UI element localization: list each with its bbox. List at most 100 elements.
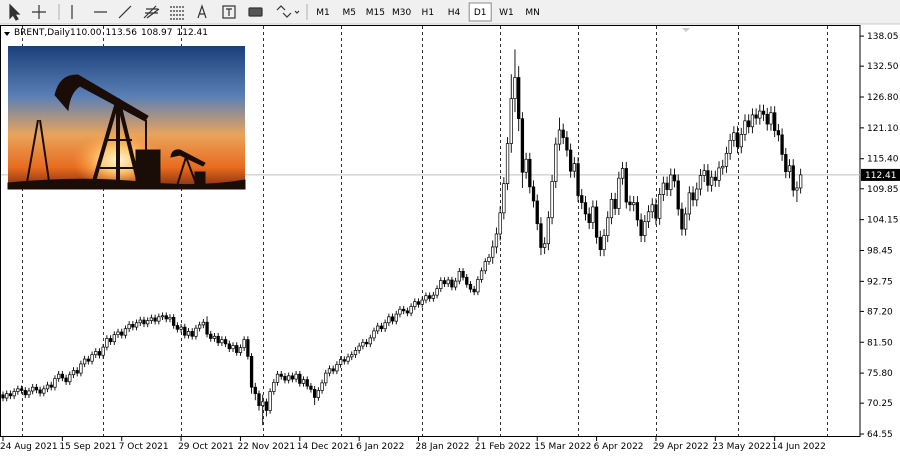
candle-body <box>724 152 729 167</box>
candle-body <box>465 276 469 285</box>
candle-body <box>361 341 365 347</box>
candle-body <box>390 316 395 322</box>
candle-body <box>609 198 614 219</box>
candle-body <box>134 322 139 328</box>
candle-body <box>142 319 146 325</box>
candle-body <box>624 168 628 203</box>
candle-body <box>424 295 428 301</box>
candle-body <box>672 174 677 182</box>
candle-body <box>591 206 595 223</box>
candle-body <box>698 175 703 190</box>
candle-body <box>613 198 617 209</box>
candle-body <box>646 211 651 222</box>
candle-body <box>776 130 781 136</box>
timeframe-button[interactable]: M5 <box>342 8 356 18</box>
x-tick-label: 15 Mar 2022 <box>534 442 591 452</box>
candle-body <box>183 326 187 336</box>
timeframe-button[interactable]: M30 <box>392 8 411 18</box>
candle-body <box>157 316 161 322</box>
last-price-label: 112.41 <box>865 171 897 181</box>
x-tick-label: 7 Oct 2021 <box>119 442 169 452</box>
candle-body <box>706 170 710 186</box>
text-tool[interactable] <box>197 4 207 19</box>
candle-body <box>357 345 361 351</box>
x-tick-label: 23 May 2022 <box>712 442 771 452</box>
timeframe-button[interactable]: W1 <box>499 8 514 18</box>
candle-body <box>695 188 699 201</box>
candle-body <box>739 134 743 148</box>
candle-body <box>572 163 576 172</box>
timeframe-button[interactable]: D1 <box>474 8 487 18</box>
timeframe-button[interactable]: MN <box>525 8 540 18</box>
candle-body <box>498 212 502 235</box>
header-value: 110.00 <box>70 28 102 38</box>
candle-body <box>197 324 202 329</box>
candle-body <box>728 139 732 154</box>
candle-body <box>153 317 157 322</box>
candle-body <box>242 339 246 349</box>
timeframe-bar: M1 M5 M15 M30 H1 H4 D1 W1 MN <box>316 2 540 22</box>
timeframe-button[interactable]: M15 <box>366 8 385 18</box>
candle-body <box>457 270 461 282</box>
candle-body <box>402 308 406 312</box>
candle-body <box>60 373 65 379</box>
candle-body <box>405 310 410 314</box>
candle-body <box>583 202 588 215</box>
arrows-tool[interactable] <box>276 5 300 18</box>
candle-body <box>160 315 165 318</box>
candle-body <box>798 174 803 189</box>
candle-body <box>346 356 350 362</box>
candle-body <box>38 389 42 394</box>
header-menu-arrow[interactable] <box>4 32 10 36</box>
candle-body <box>780 134 784 155</box>
candle-body <box>535 200 539 225</box>
candle-body <box>253 386 257 395</box>
timeframe-button[interactable]: H1 <box>422 8 435 18</box>
candle-body <box>394 313 398 322</box>
y-tick-label: 138.05 <box>867 32 899 42</box>
shapes-tool[interactable] <box>248 7 263 17</box>
crosshair-tool[interactable] <box>32 5 46 19</box>
candle-body <box>602 235 606 251</box>
x-tick-label: 24 Aug 2021 <box>0 442 58 452</box>
candle-body <box>487 256 491 262</box>
timeframe-button[interactable]: H4 <box>448 8 461 18</box>
trendline-tool[interactable] <box>118 5 132 19</box>
y-tick-label: 104.15 <box>867 216 899 226</box>
candle-body <box>324 372 328 384</box>
candle-body <box>231 345 235 350</box>
candle-body <box>773 112 777 131</box>
candle-body <box>372 330 376 339</box>
candle-body <box>190 331 194 337</box>
picture-silhouettes <box>7 74 246 190</box>
candle-body <box>502 183 506 214</box>
candle-body <box>261 401 265 406</box>
candle-body <box>168 317 172 320</box>
candle-body <box>309 385 313 390</box>
candle-body <box>23 390 27 396</box>
time-axis: 24 Aug 2021 15 Sep 2021 7 Oct 2021 29 Oct 2… <box>0 437 826 452</box>
candle-body <box>209 333 213 339</box>
timeframe-button[interactable]: M1 <box>316 8 330 18</box>
label-tool[interactable] <box>222 5 236 19</box>
channel-tool[interactable] <box>143 5 160 19</box>
fibonacci-tool[interactable] <box>170 6 184 20</box>
candle-body <box>316 390 320 398</box>
cursor-tool[interactable] <box>9 3 21 21</box>
candle-body <box>650 204 654 213</box>
candle-body <box>64 377 68 383</box>
candle-body <box>420 299 424 305</box>
x-tick-label: 21 Feb 2022 <box>475 442 531 452</box>
candle-body <box>116 331 120 336</box>
candle-body <box>149 317 154 321</box>
candle-body <box>287 375 291 381</box>
candle-body <box>676 180 680 210</box>
candle-body <box>669 174 673 190</box>
candle-body <box>364 341 369 345</box>
candle-body <box>680 208 684 230</box>
candle-body <box>754 114 758 119</box>
candle-body <box>691 192 695 201</box>
oil-pump-picture <box>7 46 246 190</box>
header-value: 112.41 <box>177 28 209 38</box>
y-tick-label: 81.50 <box>867 338 893 348</box>
